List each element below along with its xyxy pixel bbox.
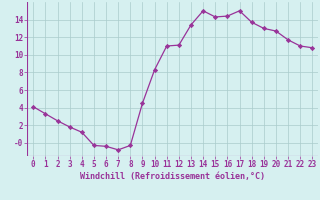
- X-axis label: Windchill (Refroidissement éolien,°C): Windchill (Refroidissement éolien,°C): [80, 172, 265, 181]
